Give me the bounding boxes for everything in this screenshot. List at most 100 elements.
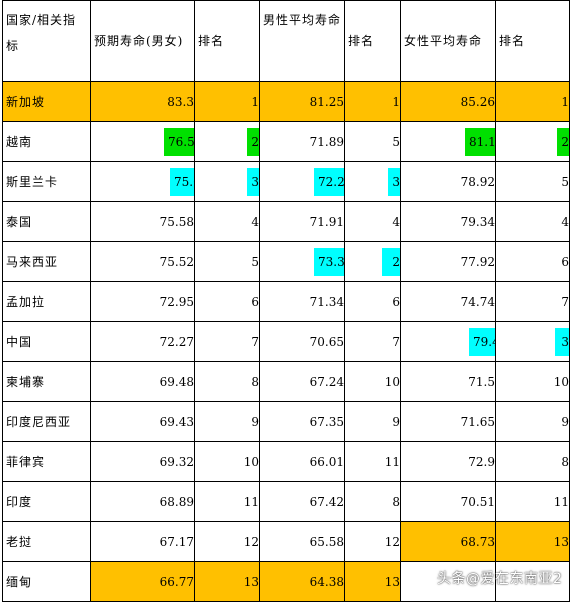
life-female: 74.74 — [400, 281, 496, 322]
rank-both: 11 — [194, 481, 260, 522]
rank-female — [495, 561, 570, 602]
rank-female: 10 — [495, 361, 570, 402]
rank-both: 12 — [194, 521, 260, 562]
life-male-value: 72.23 — [314, 167, 344, 196]
rank-both: 9 — [194, 401, 260, 442]
life-both-value: 75.6 — [170, 167, 194, 196]
life-female: 70.51 — [400, 481, 496, 522]
rank-both: 5 — [194, 241, 260, 282]
country-name: 越南 — [2, 121, 91, 162]
country-name: 孟加拉 — [2, 281, 91, 322]
table-row: 孟加拉 72.95 6 71.34 6 74.74 7 — [2, 281, 570, 322]
rank-female: 1 — [495, 81, 570, 122]
rank-male: 5 — [344, 121, 401, 162]
rank-both-value: 3 — [247, 167, 259, 196]
life-female-value: 81.13 — [465, 127, 495, 156]
life-both: 72.27 — [90, 321, 195, 362]
life-male: 81.25 — [259, 81, 345, 122]
rank-both: 6 — [194, 281, 260, 322]
life-male: 71.34 — [259, 281, 345, 322]
life-both: 75.6 — [90, 161, 195, 202]
rank-male: 4 — [344, 201, 401, 242]
table-row: 斯里兰卡 75.6 3 72.23 3 78.92 5 — [2, 161, 570, 202]
rank-male: 11 — [344, 441, 401, 482]
life-female: 79.34 — [400, 201, 496, 242]
life-female: 79.4 — [400, 321, 496, 362]
life-both: 76.56 — [90, 121, 195, 162]
life-male: 70.65 — [259, 321, 345, 362]
rank-both: 10 — [194, 441, 260, 482]
rank-female: 8 — [495, 441, 570, 482]
country-name: 柬埔寨 — [2, 361, 91, 402]
header-life-male: 男性平均寿命 — [259, 0, 345, 82]
rank-male: 10 — [344, 361, 401, 402]
life-both: 66.77 — [90, 561, 195, 602]
header-rank-2: 排名 — [344, 0, 401, 82]
table-row: 马来西亚 75.52 5 73.37 2 77.92 6 — [2, 241, 570, 282]
rank-female-value: 3 — [555, 327, 569, 356]
life-female: 77.92 — [400, 241, 496, 282]
life-female-value: 79.4 — [469, 327, 495, 356]
table-row: 新加坡 83.3 1 81.25 1 85.26 1 — [2, 81, 570, 122]
header-row: 国家/相关指标 预期寿命(男女) 排名 男性平均寿命 排名 女性平均寿命 排名 — [2, 0, 570, 82]
life-male: 71.89 — [259, 121, 345, 162]
rank-female: 3 — [495, 321, 570, 362]
country-name: 马来西亚 — [2, 241, 91, 282]
life-male: 64.38 — [259, 561, 345, 602]
life-male: 65.58 — [259, 521, 345, 562]
life-both: 83.3 — [90, 81, 195, 122]
table-row: 中国 72.27 7 70.65 7 79.4 3 — [2, 321, 570, 362]
life-female — [400, 561, 496, 602]
rank-male: 2 — [344, 241, 401, 282]
life-both: 69.43 — [90, 401, 195, 442]
life-both: 67.17 — [90, 521, 195, 562]
table-row: 越南 76.56 2 71.89 5 81.13 2 — [2, 121, 570, 162]
rank-male: 12 — [344, 521, 401, 562]
country-name: 菲律宾 — [2, 441, 91, 482]
country-name: 老挝 — [2, 521, 91, 562]
country-name: 印度尼西亚 — [2, 401, 91, 442]
rank-both: 1 — [194, 81, 260, 122]
header-country: 国家/相关指标 — [2, 0, 91, 82]
life-male: 67.24 — [259, 361, 345, 402]
rank-female: 13 — [495, 521, 570, 562]
rank-both: 3 — [194, 161, 260, 202]
rank-male: 7 — [344, 321, 401, 362]
rank-both: 13 — [194, 561, 260, 602]
life-female: 78.92 — [400, 161, 496, 202]
rank-both: 7 — [194, 321, 260, 362]
rank-both: 8 — [194, 361, 260, 402]
rank-both: 2 — [194, 121, 260, 162]
table-row: 菲律宾 69.32 10 66.01 11 72.9 8 — [2, 441, 570, 482]
rank-female: 11 — [495, 481, 570, 522]
life-male: 67.35 — [259, 401, 345, 442]
table-row: 印度 68.89 11 67.42 8 70.51 11 — [2, 481, 570, 522]
life-female: 85.26 — [400, 81, 496, 122]
life-male: 67.42 — [259, 481, 345, 522]
header-rank-3: 排名 — [495, 0, 570, 82]
rank-female: 7 — [495, 281, 570, 322]
rank-female: 9 — [495, 401, 570, 442]
life-female: 72.9 — [400, 441, 496, 482]
rank-male: 9 — [344, 401, 401, 442]
rank-female: 4 — [495, 201, 570, 242]
life-male-value: 73.37 — [314, 247, 344, 276]
life-both-value: 76.56 — [164, 127, 194, 156]
rank-male-value: 3 — [388, 167, 400, 196]
life-male: 73.37 — [259, 241, 345, 282]
rank-both: 4 — [194, 201, 260, 242]
country-name: 新加坡 — [2, 81, 91, 122]
rank-both-value: 2 — [247, 127, 259, 156]
life-both: 72.95 — [90, 281, 195, 322]
life-both: 68.89 — [90, 481, 195, 522]
rank-male: 6 — [344, 281, 401, 322]
life-female: 71.65 — [400, 401, 496, 442]
table-row: 柬埔寨 69.48 8 67.24 10 71.5 10 — [2, 361, 570, 402]
table-row: 印度尼西亚 69.43 9 67.35 9 71.65 9 — [2, 401, 570, 442]
life-female: 81.13 — [400, 121, 496, 162]
table-row: 泰国 75.58 4 71.91 4 79.34 4 — [2, 201, 570, 242]
life-both: 75.52 — [90, 241, 195, 282]
rank-male: 8 — [344, 481, 401, 522]
rank-male-value: 2 — [382, 247, 400, 276]
